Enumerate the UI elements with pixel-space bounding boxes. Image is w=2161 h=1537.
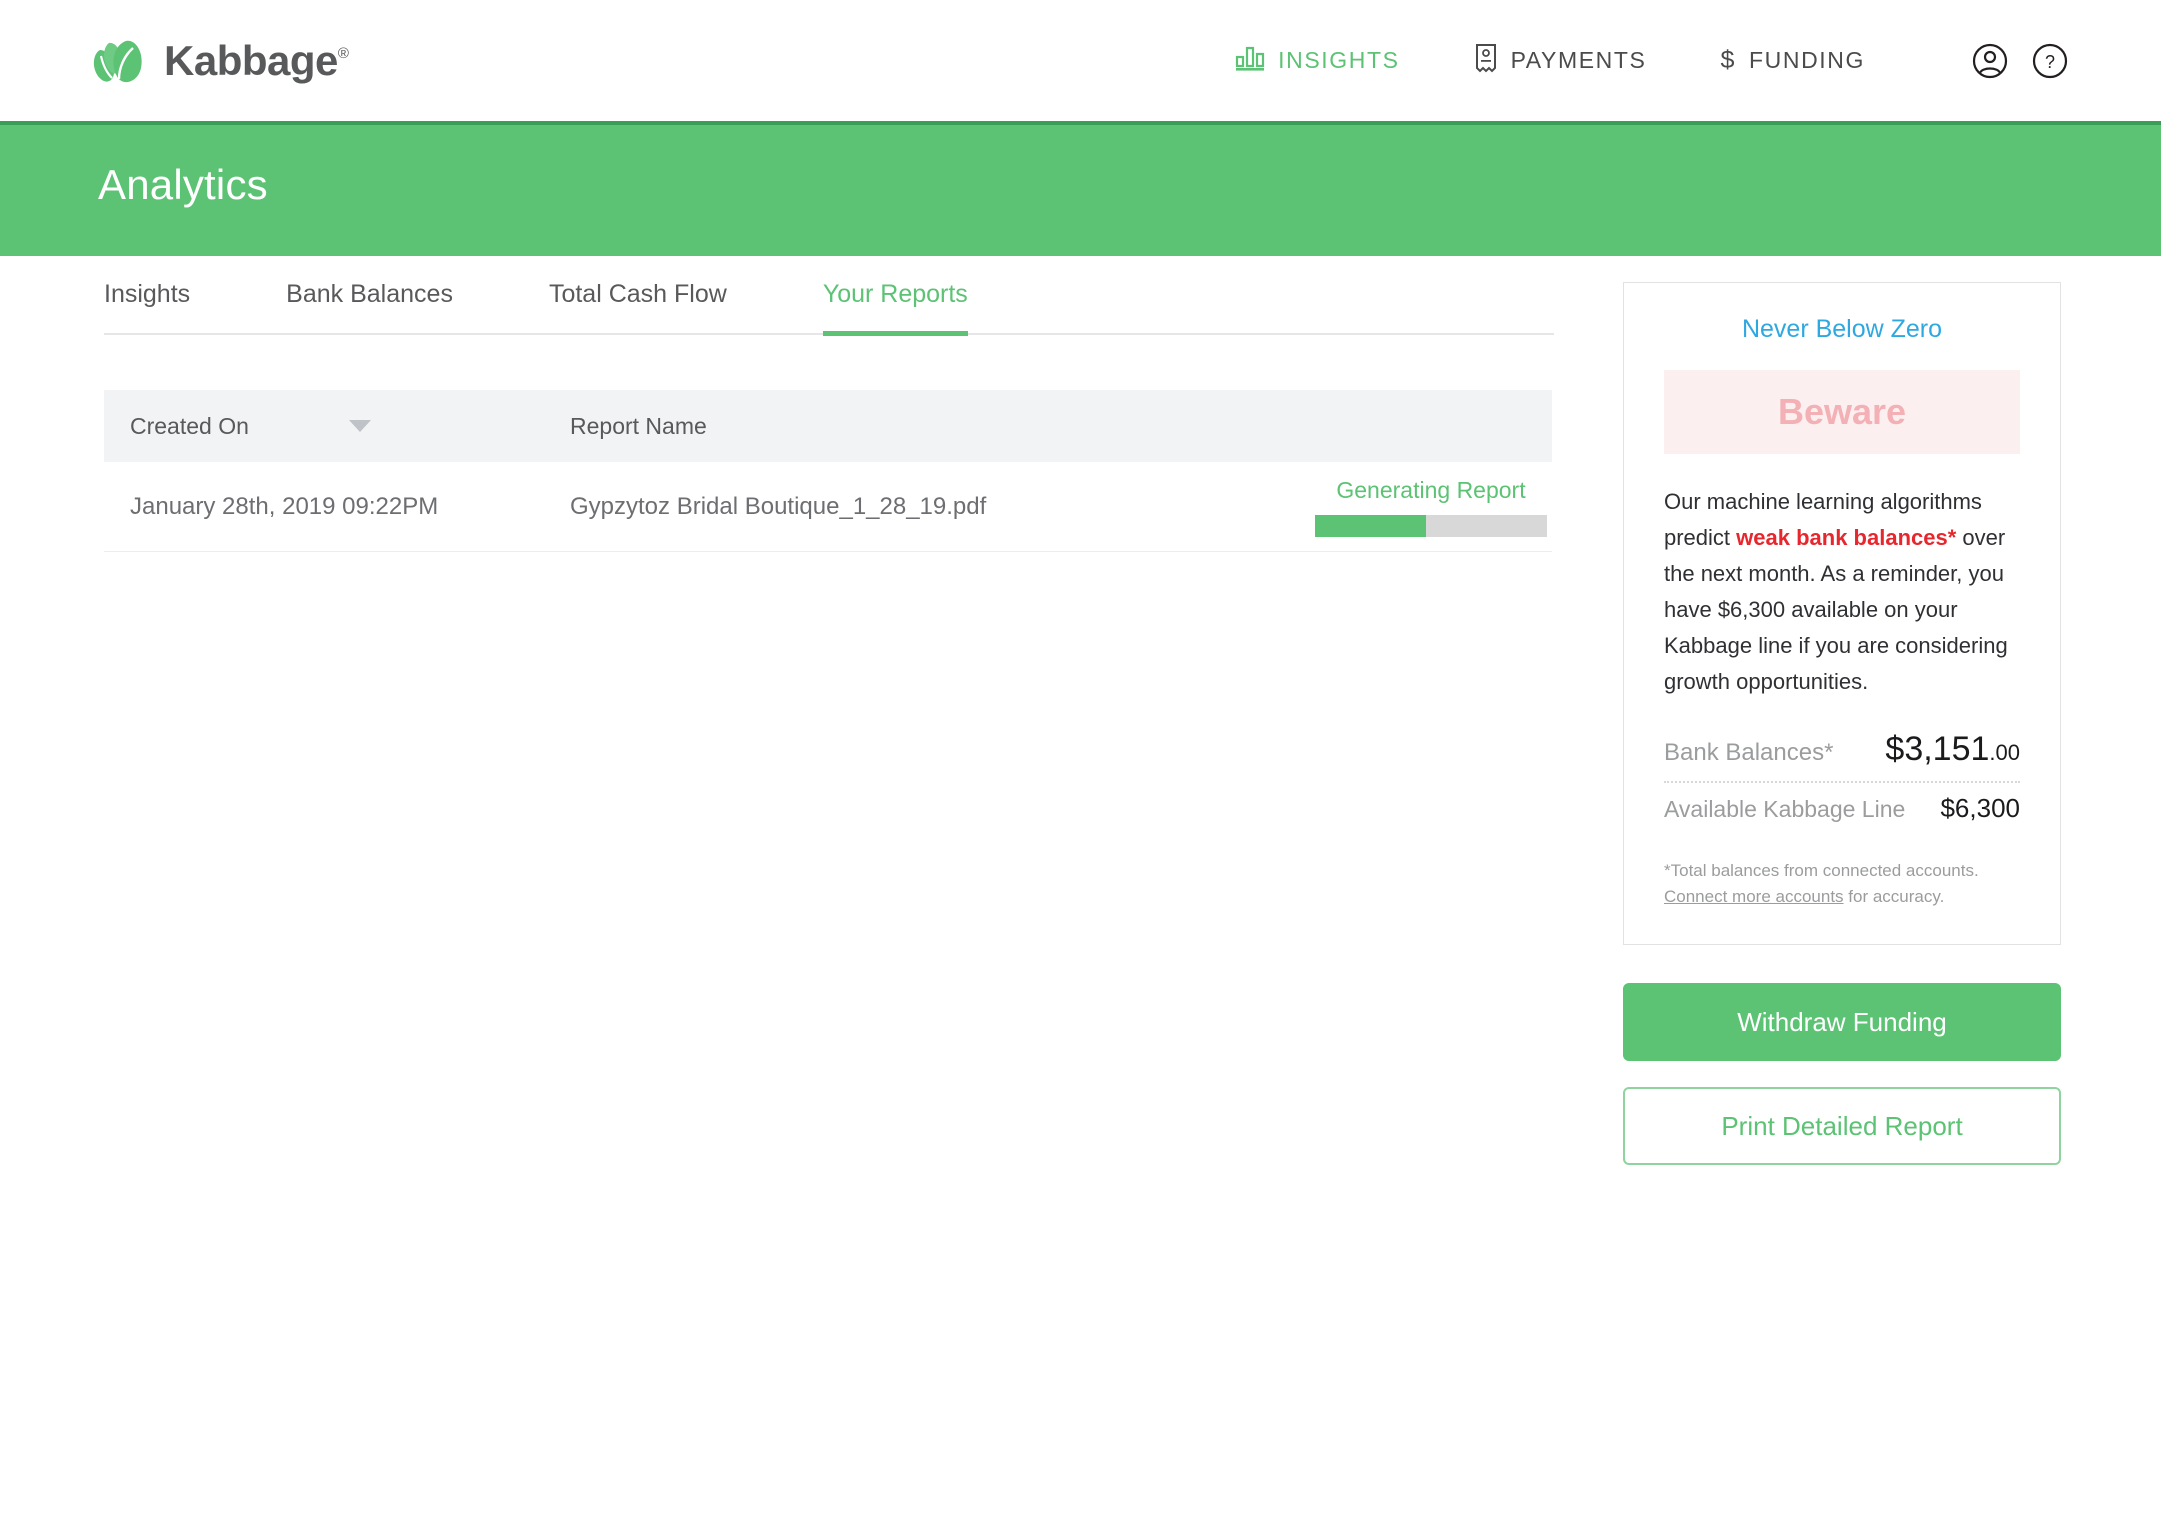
cell-report-name: Gypzytoz Bridal Boutique_1_28_19.pdf [570,492,987,520]
reports-table: Created On Report Name January 28th, 201… [104,390,1552,552]
print-detailed-report-button[interactable]: Print Detailed Report [1623,1087,2061,1165]
caret-down-icon[interactable] [348,420,371,432]
alert-box: Beware [1664,370,2020,454]
account-icon[interactable] [1971,42,2009,80]
bank-balances-row: Bank Balances* $3,151.00 [1664,730,2020,769]
card-body-part2: over the next month. As a reminder, you … [1664,525,2008,694]
progress-bar-fill [1315,514,1427,537]
table-header-row: Created On Report Name [104,390,1552,462]
card-body-highlight: weak bank balances* [1736,525,1957,550]
progress-bar [1315,514,1547,537]
nav-label-payments: PAYMENTS [1510,47,1647,73]
table-row[interactable]: January 28th, 2019 09:22PM Gypzytoz Brid… [104,462,1552,552]
registered-mark: ® [337,44,349,62]
receipt-icon [1474,43,1498,79]
nav-utility-icons: ? [1949,42,2069,80]
kabbage-leaf-logo-icon [88,36,146,86]
bank-balances-dollars: $3,151 [1885,730,1990,768]
brand-name: Kabbage® [164,36,349,84]
nav-label-funding: FUNDING [1749,47,1865,73]
cell-created-on: January 28th, 2019 09:22PM [130,492,439,520]
page-title: Analytics [98,161,268,208]
help-icon[interactable]: ? [2031,42,2069,80]
bank-balances-label: Bank Balances* [1664,739,1834,766]
footnote-part1: *Total balances from connected accounts. [1664,861,1979,880]
card-body-text: Our machine learning algorithms predict … [1664,484,2020,700]
nav-item-insights[interactable]: INSIGHTS [1235,44,1399,78]
page-banner: Analytics [0,121,2161,256]
tab-total-cash-flow[interactable]: Total Cash Flow [548,280,727,308]
bank-balances-cents: .00 [1989,740,2020,765]
connect-more-accounts-link[interactable]: Connect more accounts [1664,887,1844,906]
card-body-part1: Our machine learning algorithms predict [1664,489,1982,550]
column-header-report-name[interactable]: Report Name [570,412,707,439]
divider [1664,781,2020,783]
column-header-created-on-label: Created On [130,412,249,439]
insights-sidebar: Never Below Zero Beware Our machine lear… [1623,282,2061,1165]
bar-chart-icon [1235,44,1265,78]
tab-insights[interactable]: Insights [104,280,191,308]
card-footnote: *Total balances from connected accounts.… [1664,858,2020,910]
kabbage-line-value: $6,300 [1940,793,2020,823]
top-nav-links: INSIGHTS PAYMENTS $ FUNDING [1161,42,2069,80]
status-label: Generating Report [1336,476,1526,503]
alert-label: Beware [1777,391,1907,432]
top-navigation-bar: Kabbage® INSIGHTS [0,0,2161,121]
kabbage-line-row: Available Kabbage Line $6,300 [1664,793,2020,824]
kabbage-line-label: Available Kabbage Line [1664,796,1906,822]
tab-your-reports[interactable]: Your Reports [822,280,968,336]
tab-bank-balances[interactable]: Bank Balances [286,280,453,308]
brand-logo-group[interactable]: Kabbage® [88,36,349,86]
withdraw-funding-button[interactable]: Withdraw Funding [1623,983,2061,1061]
report-generation-status: Generating Report [1310,477,1552,537]
svg-text:?: ? [2045,52,2055,72]
footnote-part2: for accuracy. [1843,887,1945,906]
nav-item-funding[interactable]: $ FUNDING [1721,46,1866,75]
analytics-tabs: Insights Bank Balances Total Cash Flow Y… [104,280,1554,336]
never-below-zero-card: Never Below Zero Beware Our machine lear… [1623,282,2061,945]
nav-label-insights: INSIGHTS [1278,47,1400,73]
card-title: Never Below Zero [1741,315,1943,343]
bank-balances-value: $3,151.00 [1885,730,2020,769]
dollar-sign-icon: $ [1720,46,1737,74]
column-header-created-on[interactable]: Created On [130,413,570,440]
nav-item-payments[interactable]: PAYMENTS [1474,43,1647,79]
